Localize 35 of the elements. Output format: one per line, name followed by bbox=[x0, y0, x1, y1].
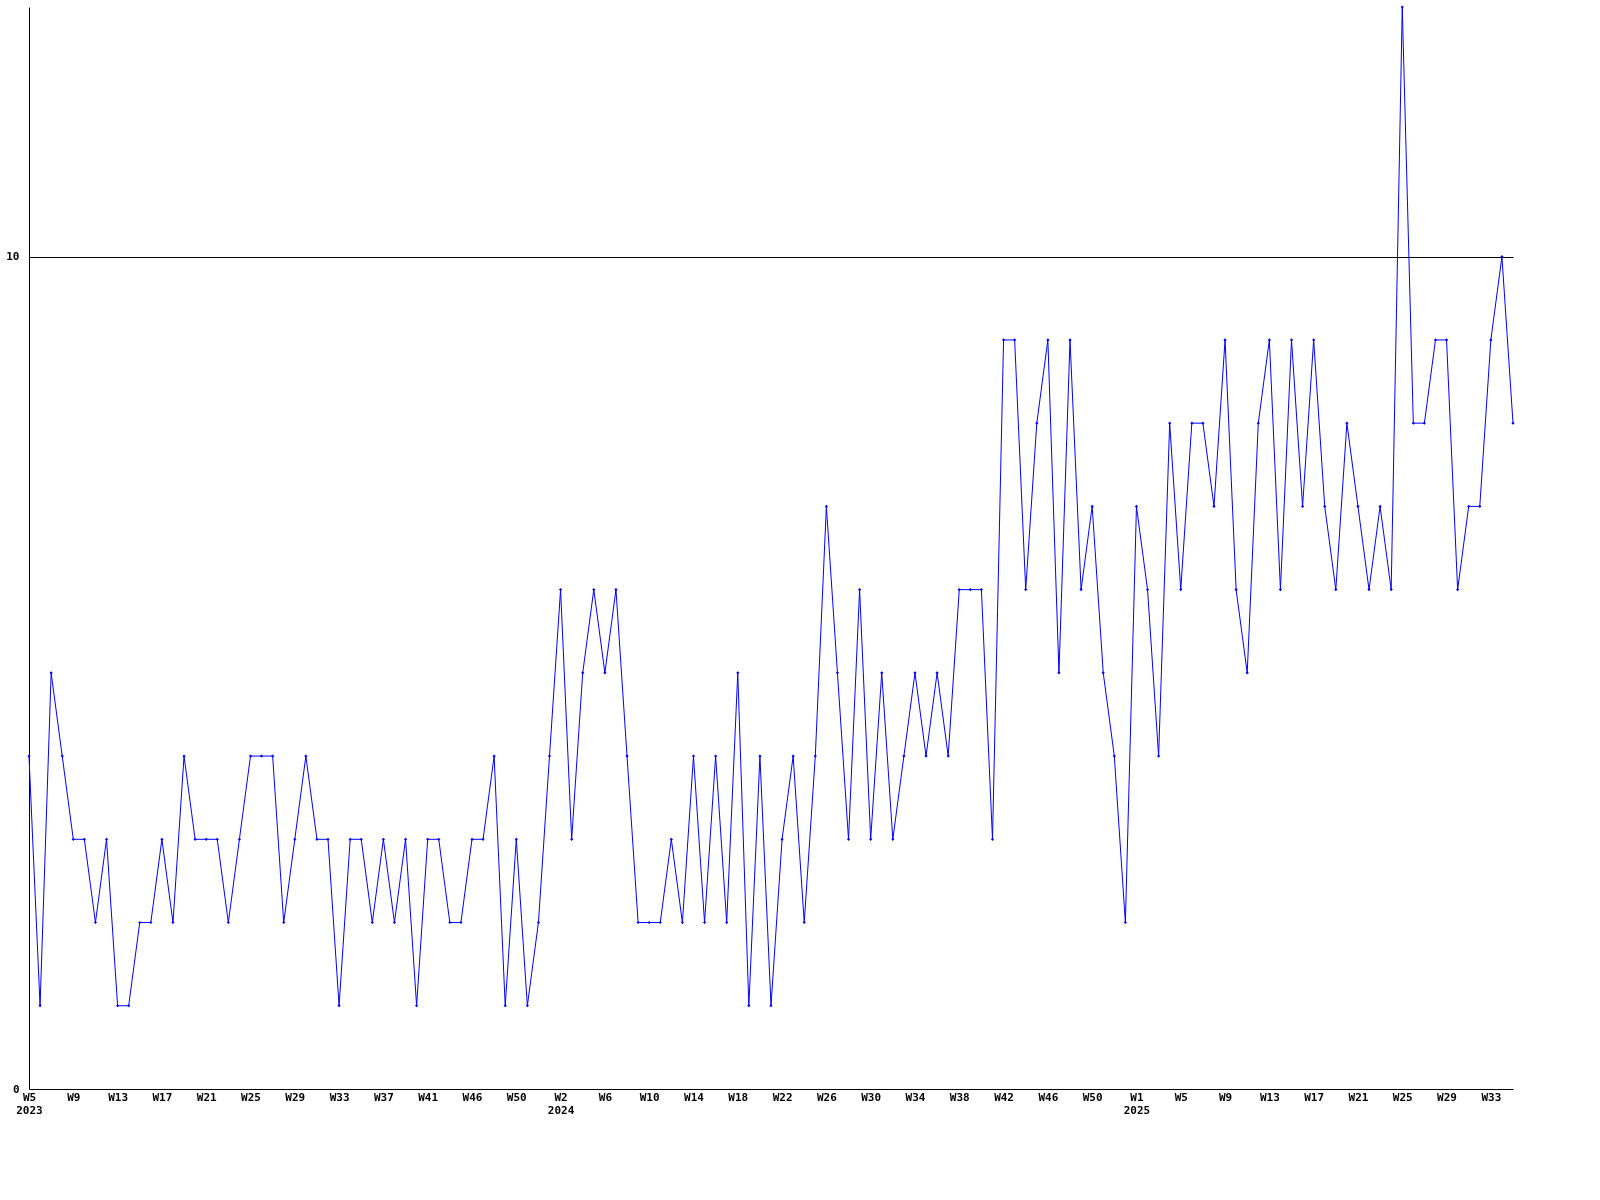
x-tick-label: W21 bbox=[196, 1090, 217, 1104]
x-tick-label: W42 bbox=[994, 1090, 1014, 1104]
x-tick-label: W33 bbox=[329, 1090, 350, 1104]
x-tick-label: W50 bbox=[1082, 1090, 1103, 1104]
x-tick-label: W17 bbox=[152, 1090, 173, 1104]
x-tick-label: W17 bbox=[1304, 1090, 1325, 1104]
x-tick-label: W6 bbox=[598, 1090, 613, 1104]
x-tick-label: W38 bbox=[949, 1090, 970, 1104]
x-tick-label: W26 bbox=[816, 1090, 838, 1104]
x-tick-label: W18 bbox=[728, 1090, 749, 1104]
x-tick-label: W50 bbox=[506, 1090, 527, 1104]
x-tick-label: W29 bbox=[285, 1090, 306, 1104]
x-tick-label: W14 bbox=[684, 1090, 705, 1104]
x-tick-label: W37 bbox=[373, 1090, 394, 1104]
x-tick-label: W13 bbox=[1259, 1090, 1280, 1104]
x-tick-label: W9 bbox=[1218, 1090, 1233, 1104]
x-tick-label: W30 bbox=[861, 1090, 882, 1104]
y-tick-label: 0 bbox=[12, 1082, 20, 1096]
x-tick-label: W13 bbox=[108, 1090, 129, 1104]
x-tick-label: W25 bbox=[241, 1090, 261, 1104]
x-tick-label: W46 bbox=[1038, 1090, 1059, 1104]
y-tick-label: 10 bbox=[6, 250, 20, 264]
x-tick-label: W10 bbox=[639, 1090, 660, 1104]
x-tick-label: W29 bbox=[1437, 1090, 1457, 1104]
x-tick-label: W34 bbox=[905, 1090, 926, 1104]
x-tick-label: W21 bbox=[1348, 1090, 1369, 1104]
x-tick-label: W1 2025 bbox=[1123, 1090, 1151, 1117]
x-tick-label: W25 bbox=[1392, 1090, 1413, 1104]
x-tick-label: W22 bbox=[772, 1090, 793, 1104]
x-tick-label: W33 bbox=[1481, 1090, 1502, 1104]
x-tick-label: W2 2024 bbox=[547, 1090, 575, 1117]
x-tick-label: W46 bbox=[462, 1090, 483, 1104]
x-tick-label: W41 bbox=[418, 1090, 439, 1104]
x-tick-label: W5 bbox=[1174, 1090, 1188, 1104]
x-tick-label: W9 bbox=[67, 1090, 81, 1104]
